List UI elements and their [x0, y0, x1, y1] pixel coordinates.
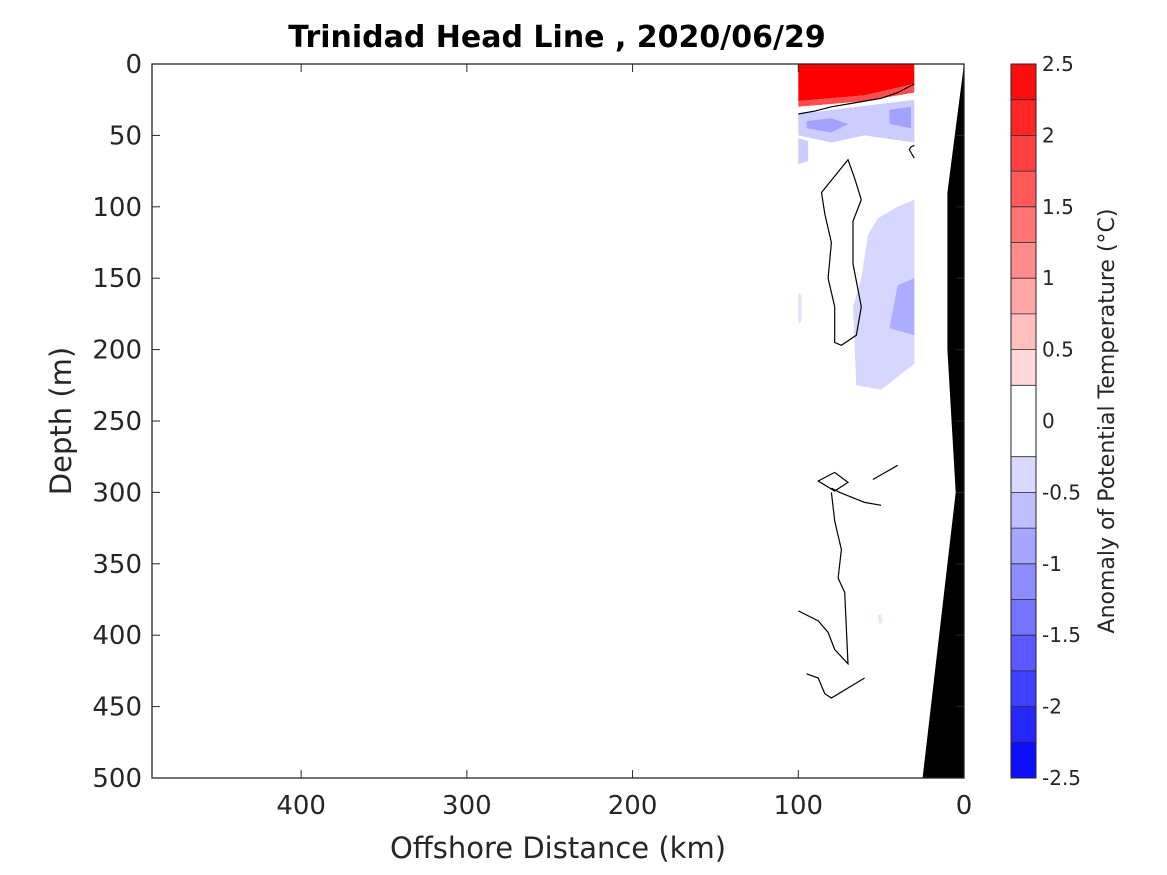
colorbar-band — [1011, 206, 1036, 243]
y-axis-label: Depth (m) — [44, 347, 78, 495]
colorbar-tick-label: 0 — [1042, 409, 1055, 433]
contour-line-0 — [798, 83, 915, 115]
contour-line-6 — [798, 492, 849, 666]
x-tick-label: 0 — [956, 791, 973, 821]
colorbar-tick-label: 0.5 — [1042, 338, 1074, 362]
colorbar-band — [1011, 64, 1036, 100]
anomaly-region-1 — [798, 84, 915, 107]
colorbar-band — [1011, 670, 1036, 707]
y-tick-label: 250 — [92, 407, 142, 437]
anomaly-region-3 — [806, 118, 848, 133]
contour-line-5 — [831, 487, 882, 506]
y-axis: 0 50 100 150 200 250 300 350 400 450 500 — [92, 50, 964, 794]
colorbar-band — [1011, 313, 1036, 350]
colorbar-tick-label: -0.5 — [1042, 480, 1081, 504]
colorbar-band — [1011, 492, 1036, 529]
anomaly-region-7 — [889, 278, 915, 336]
anomaly-region-9 — [877, 613, 883, 626]
colorbar-band — [1011, 706, 1036, 743]
colorbar-ticks: 2.5 2 1.5 1 0.5 0 -0.5 -1 -1.5 -2 -2.5 — [1042, 52, 1081, 790]
y-tick-label: 100 — [92, 193, 142, 223]
bathymetry — [922, 64, 964, 778]
x-axis-label: Offshore Distance (km) — [390, 831, 726, 865]
colorbar-tick-label: 1.5 — [1042, 195, 1074, 219]
y-tick-label: 300 — [92, 478, 142, 508]
y-tick-label: 0 — [125, 50, 142, 80]
colorbar-tick-label: -1 — [1042, 552, 1062, 576]
x-tick-label: 100 — [773, 791, 823, 821]
colorbar-tick-label: 2.5 — [1042, 52, 1074, 76]
colorbar-bands — [1011, 64, 1036, 779]
colorbar-band — [1011, 242, 1036, 279]
colorbar-tick-label: 2 — [1042, 123, 1055, 147]
colorbar-tick-label: 1 — [1042, 266, 1055, 290]
x-tick-label: 400 — [276, 791, 326, 821]
colorbar-band — [1011, 278, 1036, 314]
anomaly-region-8 — [798, 292, 802, 324]
chart-title: Trinidad Head Line , 2020/06/29 — [288, 20, 825, 55]
contour-line-2 — [820, 158, 862, 346]
colorbar-band — [1011, 135, 1036, 172]
colorbar-band — [1011, 99, 1036, 136]
colorbar-band — [1011, 171, 1036, 207]
x-tick-label: 300 — [442, 791, 492, 821]
anomaly-region-0 — [798, 64, 915, 102]
x-tick-label: 200 — [608, 791, 658, 821]
colorbar-band — [1011, 563, 1036, 600]
colorbar-band — [1011, 742, 1036, 778]
colorbar: 2.5 2 1.5 1 0.5 0 -0.5 -1 -1.5 -2 -2.5 Anomaly of … — [1010, 52, 1120, 790]
y-tick-label: 500 — [92, 764, 142, 794]
y-tick-label: 450 — [92, 693, 142, 723]
y-tick-label: 50 — [109, 121, 142, 151]
anomaly-region-6 — [853, 199, 915, 390]
colorbar-tick-label: -1.5 — [1042, 623, 1081, 647]
colorbar-band — [1011, 635, 1036, 671]
colorbar-band — [1011, 385, 1036, 457]
contour-line-4 — [872, 464, 898, 481]
plot-background — [152, 64, 964, 778]
colorbar-tick-label: -2.5 — [1042, 766, 1081, 790]
colorbar-frame — [1010, 63, 1037, 779]
zero-contours — [798, 83, 915, 699]
colorbar-band — [1011, 456, 1036, 493]
plot-area — [151, 63, 965, 779]
colorbar-tick-label: -2 — [1042, 695, 1062, 719]
anomaly-region-5 — [798, 138, 809, 164]
y-tick-label: 200 — [92, 336, 142, 366]
colorbar-band — [1011, 528, 1036, 564]
contour-line-7 — [806, 673, 865, 699]
contour-line-3 — [816, 471, 850, 492]
y-tick-label: 150 — [92, 264, 142, 294]
x-axis: 400 300 200 100 0 — [276, 64, 972, 821]
contour-line-1 — [908, 144, 915, 159]
colorbar-label: Anomaly of Potential Temperature (°C) — [1095, 209, 1120, 634]
seafloor-shape — [922, 64, 964, 778]
colorbar-band — [1011, 599, 1036, 636]
y-tick-label: 400 — [92, 621, 142, 651]
anomaly-fills — [798, 64, 915, 626]
y-tick-label: 350 — [92, 550, 142, 580]
anomaly-region-4 — [889, 106, 911, 129]
colorbar-band — [1011, 349, 1036, 386]
